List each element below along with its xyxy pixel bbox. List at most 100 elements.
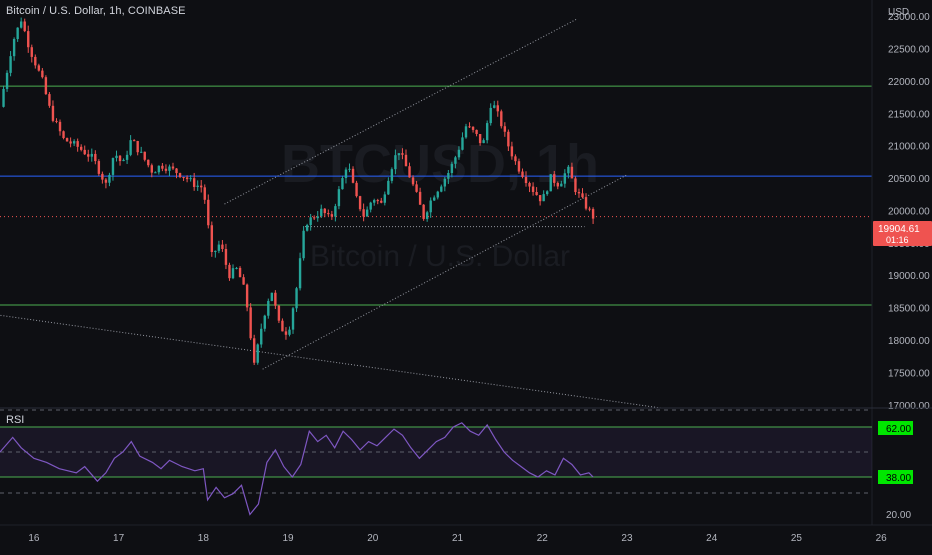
candle-body: [411, 177, 415, 185]
candle-body: [485, 123, 489, 141]
rsi-lower-badge-text: 38.00: [886, 473, 911, 484]
candle-body: [401, 153, 404, 155]
candle-body: [288, 329, 291, 335]
candle-body: [295, 288, 298, 309]
candle-body: [189, 178, 192, 180]
candle-body: [496, 105, 499, 112]
time-tick-label: 20: [367, 533, 379, 544]
last-price-badge-bg: [873, 221, 932, 246]
candle-body: [436, 191, 439, 198]
watermark-name: Bitcoin / U.S. Dollar: [310, 240, 570, 273]
candle-body: [542, 194, 545, 202]
candle-body: [447, 173, 450, 179]
candle-body: [553, 174, 556, 183]
candle-body: [450, 163, 454, 174]
candle-body: [115, 155, 118, 159]
candle-body: [90, 153, 93, 157]
candle-body: [574, 178, 577, 193]
time-tick-label: 25: [791, 533, 803, 544]
candle-body: [454, 157, 457, 164]
candle-body: [320, 208, 323, 217]
candle-body: [531, 186, 535, 192]
candle-body: [358, 196, 362, 210]
trendlines[interactable]: [0, 18, 661, 409]
candle-body: [51, 105, 55, 121]
candle-body: [260, 328, 263, 345]
candle-body: [570, 166, 574, 179]
candle-body: [344, 169, 348, 179]
price-tick-label: 22500.00: [888, 45, 930, 56]
candle-body: [298, 258, 302, 289]
candle-body: [72, 141, 76, 144]
price-tick-label: 18000.00: [888, 336, 930, 347]
candle-body: [19, 21, 23, 28]
candle-body: [249, 307, 252, 339]
candle-body: [517, 161, 521, 172]
candle-body: [274, 292, 277, 306]
trendline-1[interactable]: [224, 18, 577, 205]
candle-body: [549, 174, 552, 192]
price-tick-label: 17500.00: [888, 368, 930, 379]
candle-body: [16, 27, 19, 40]
candle-body: [168, 166, 171, 171]
candle-body: [291, 308, 295, 330]
price-tick-label: 17000.00: [888, 401, 930, 412]
candle-body: [125, 154, 129, 160]
candle-body: [305, 225, 309, 231]
price-axis-background: [872, 0, 932, 408]
candle-body: [284, 331, 288, 335]
candle-body: [538, 195, 542, 202]
candle-body: [341, 178, 344, 190]
candle-body: [69, 141, 72, 144]
price-tick-label: 22000.00: [888, 77, 930, 88]
time-tick-label: 16: [28, 533, 40, 544]
symbol-legend[interactable]: Bitcoin / U.S. Dollar, 1h, COINBASE: [6, 5, 186, 17]
candle-body: [23, 21, 26, 32]
candle-body: [2, 88, 5, 107]
rsi-indicator-label[interactable]: RSI: [6, 414, 25, 426]
price-tick-label: 21500.00: [888, 109, 930, 120]
time-tick-label: 23: [621, 533, 633, 544]
candle-body: [418, 191, 422, 205]
candle-body: [524, 176, 528, 184]
candle-body: [132, 140, 136, 142]
candle-body: [528, 183, 531, 187]
candle-body: [30, 47, 33, 57]
time-axis-ticks: 16 17 18 19 20 21 22 23 24 25 26: [28, 533, 887, 544]
candle-body: [140, 151, 143, 153]
watermark-symbol: BTCUSD, 1h: [281, 134, 599, 194]
candle-body: [196, 185, 199, 187]
candle-body: [507, 131, 510, 147]
candle-body: [362, 209, 365, 217]
candle-body: [217, 244, 221, 251]
candle-body: [567, 166, 570, 174]
candle-body: [309, 217, 312, 226]
candle-body: [383, 194, 387, 203]
candle-body: [192, 178, 196, 187]
candle-body: [489, 107, 492, 124]
candle-body: [79, 146, 83, 150]
candle-body: [27, 31, 30, 48]
candle-body: [464, 126, 468, 138]
last-price-badge: 19904.61 01:16: [873, 221, 932, 246]
candle-body: [44, 77, 48, 95]
candle-body: [408, 166, 411, 178]
candle-body: [210, 225, 214, 253]
candle-body: [150, 165, 154, 173]
candle-body: [323, 208, 326, 214]
candle-body: [228, 264, 231, 279]
candle-body: [185, 177, 189, 180]
candle-body: [545, 191, 549, 195]
candle-body: [154, 172, 157, 174]
candle-body: [182, 177, 185, 179]
candle-body: [94, 153, 97, 162]
rsi-upper-badge: [878, 421, 913, 435]
candle-body: [143, 151, 146, 160]
candle-body: [556, 182, 559, 187]
rsi-pane: [0, 409, 872, 516]
candle-body: [404, 154, 408, 167]
time-tick-label: 19: [283, 533, 295, 544]
candle-body: [37, 65, 41, 71]
